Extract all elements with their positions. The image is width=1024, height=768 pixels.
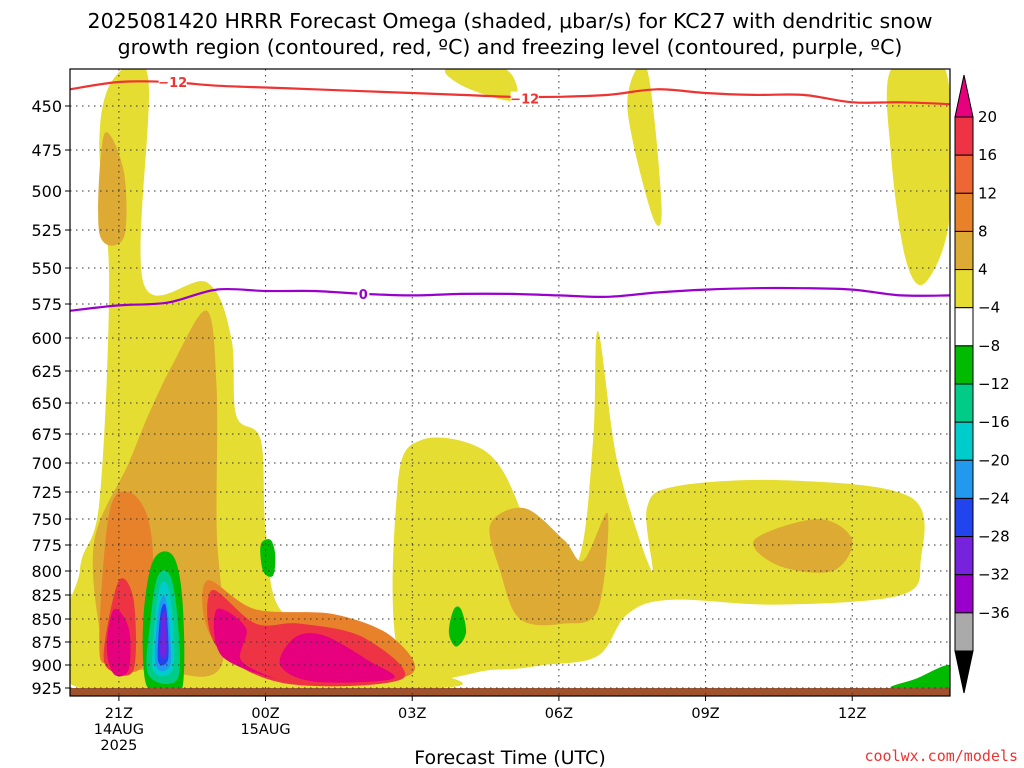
y-tick-label: 825 [31, 586, 62, 605]
chart-title-line1: 2025081420 HRRR Forecast Omega (shaded, … [88, 9, 933, 33]
chart-title-line2: growth region (contoured, red, ºC) and f… [118, 35, 903, 59]
colorbar-segment [954, 345, 974, 385]
contour-label-bg [510, 91, 539, 106]
y-tick-label: 750 [31, 510, 62, 529]
colorbar-segment [954, 116, 974, 156]
colorbar-segment [954, 154, 974, 194]
colorbar-bottom-arrow [954, 650, 974, 694]
contour-label: −12 [158, 76, 187, 91]
colorbar-label: 4 [978, 261, 988, 279]
contour-label: 0 [359, 288, 368, 303]
y-tick-label: 475 [31, 141, 62, 160]
colorbar-segment [954, 307, 974, 347]
colorbar-segment [954, 574, 974, 614]
omega-region-15 [279, 633, 395, 683]
omega-region-8 [753, 519, 853, 573]
colorbar-segment [954, 497, 974, 538]
colorbar-label: −36 [978, 604, 1010, 622]
colorbar-label: 16 [978, 146, 997, 164]
colorbar-segment [954, 536, 974, 576]
colorbar-label: 12 [978, 184, 997, 202]
omega-region-2 [444, 69, 518, 102]
contour-lines: −12 −12 0 [69, 74, 951, 312]
omega-region-23 [448, 606, 467, 647]
x-tick-label: 00Z [251, 706, 279, 722]
y-tick-label: 650 [31, 394, 62, 413]
contour-line-0 [69, 80, 951, 106]
y-tick-label: 575 [31, 295, 62, 314]
omega-region-6 [98, 132, 127, 246]
y-tick-label: 450 [31, 97, 62, 116]
contour-label: −12 [510, 93, 539, 108]
colorbar-segment [954, 612, 974, 652]
colorbar-label: −4 [978, 299, 1000, 317]
colorbar-segment [954, 383, 974, 423]
x-tick-label: 06Z [545, 706, 573, 722]
x-tick-label: 14AUG [94, 722, 144, 738]
y-tick-label: 675 [31, 425, 62, 444]
colorbar-segment [954, 192, 974, 232]
omega-region-24 [890, 664, 950, 691]
colorbar: 20 16 12 8 4 −4 −8 −12 −16 −20 −24 −28 −32 −36 [954, 74, 1010, 694]
colorbar-label: −32 [978, 566, 1010, 584]
y-tick-label: 600 [31, 329, 62, 348]
colorbar-label: −12 [978, 375, 1010, 393]
y-tick-label: 925 [31, 679, 62, 698]
colorbar-segment [954, 421, 974, 461]
y-tick-label: 775 [31, 536, 62, 555]
colorbar-label: −20 [978, 451, 1010, 469]
colorbar-label: −16 [978, 413, 1010, 431]
y-axis-ticks: 450 475 500 525 550 575 600 625 650 675 700 725 750 7… [31, 97, 70, 698]
y-tick-label: 625 [31, 362, 62, 381]
x-tick-label: 12Z [838, 706, 866, 722]
colorbar-label: −24 [978, 489, 1010, 507]
y-tick-label: 850 [31, 610, 62, 629]
ground-fill [70, 688, 950, 696]
colorbar-top-arrow [954, 74, 974, 118]
colorbar-label: −28 [978, 528, 1010, 546]
credit-link[interactable]: coolwx.com/models [864, 747, 1018, 765]
ground-band [70, 688, 950, 696]
omega-region-13 [106, 608, 131, 677]
colorbar-segment [954, 459, 974, 499]
chart-grid [70, 69, 950, 696]
omega-region-22 [260, 539, 276, 577]
omega-region-4 [886, 69, 950, 286]
y-tick-label: 875 [31, 633, 62, 652]
omega-region-7 [489, 507, 609, 626]
colorbar-segment [954, 269, 974, 309]
omega-region-21 [160, 611, 167, 659]
x-tick-label: 2025 [100, 738, 137, 754]
y-tick-label: 500 [31, 182, 62, 201]
plot-frame [69, 68, 951, 697]
contour-line-1 [69, 286, 951, 312]
omega-region-14 [213, 608, 276, 679]
omega-region-3 [627, 69, 662, 226]
omega-shading [70, 69, 950, 696]
y-tick-label: 900 [31, 656, 62, 675]
x-tick-label: 15AUG [240, 722, 290, 738]
x-axis-label: Forecast Time (UTC) [414, 747, 605, 768]
contour-label-bg [357, 286, 370, 301]
y-tick-label: 800 [31, 562, 62, 581]
y-tick-label: 725 [31, 483, 62, 502]
x-tick-label: 09Z [691, 706, 719, 722]
colorbar-label: 20 [978, 108, 997, 126]
x-tick-label: 21Z [105, 706, 133, 722]
y-tick-label: 525 [31, 221, 62, 240]
colorbar-label: 8 [978, 222, 988, 240]
colorbar-label: −8 [978, 337, 1000, 355]
colorbar-segment [954, 230, 974, 271]
x-tick-label: 03Z [398, 706, 426, 722]
y-tick-label: 700 [31, 454, 62, 473]
contour-label-bg [158, 74, 187, 89]
y-tick-label: 550 [31, 259, 62, 278]
omega-region-1 [392, 331, 925, 680]
